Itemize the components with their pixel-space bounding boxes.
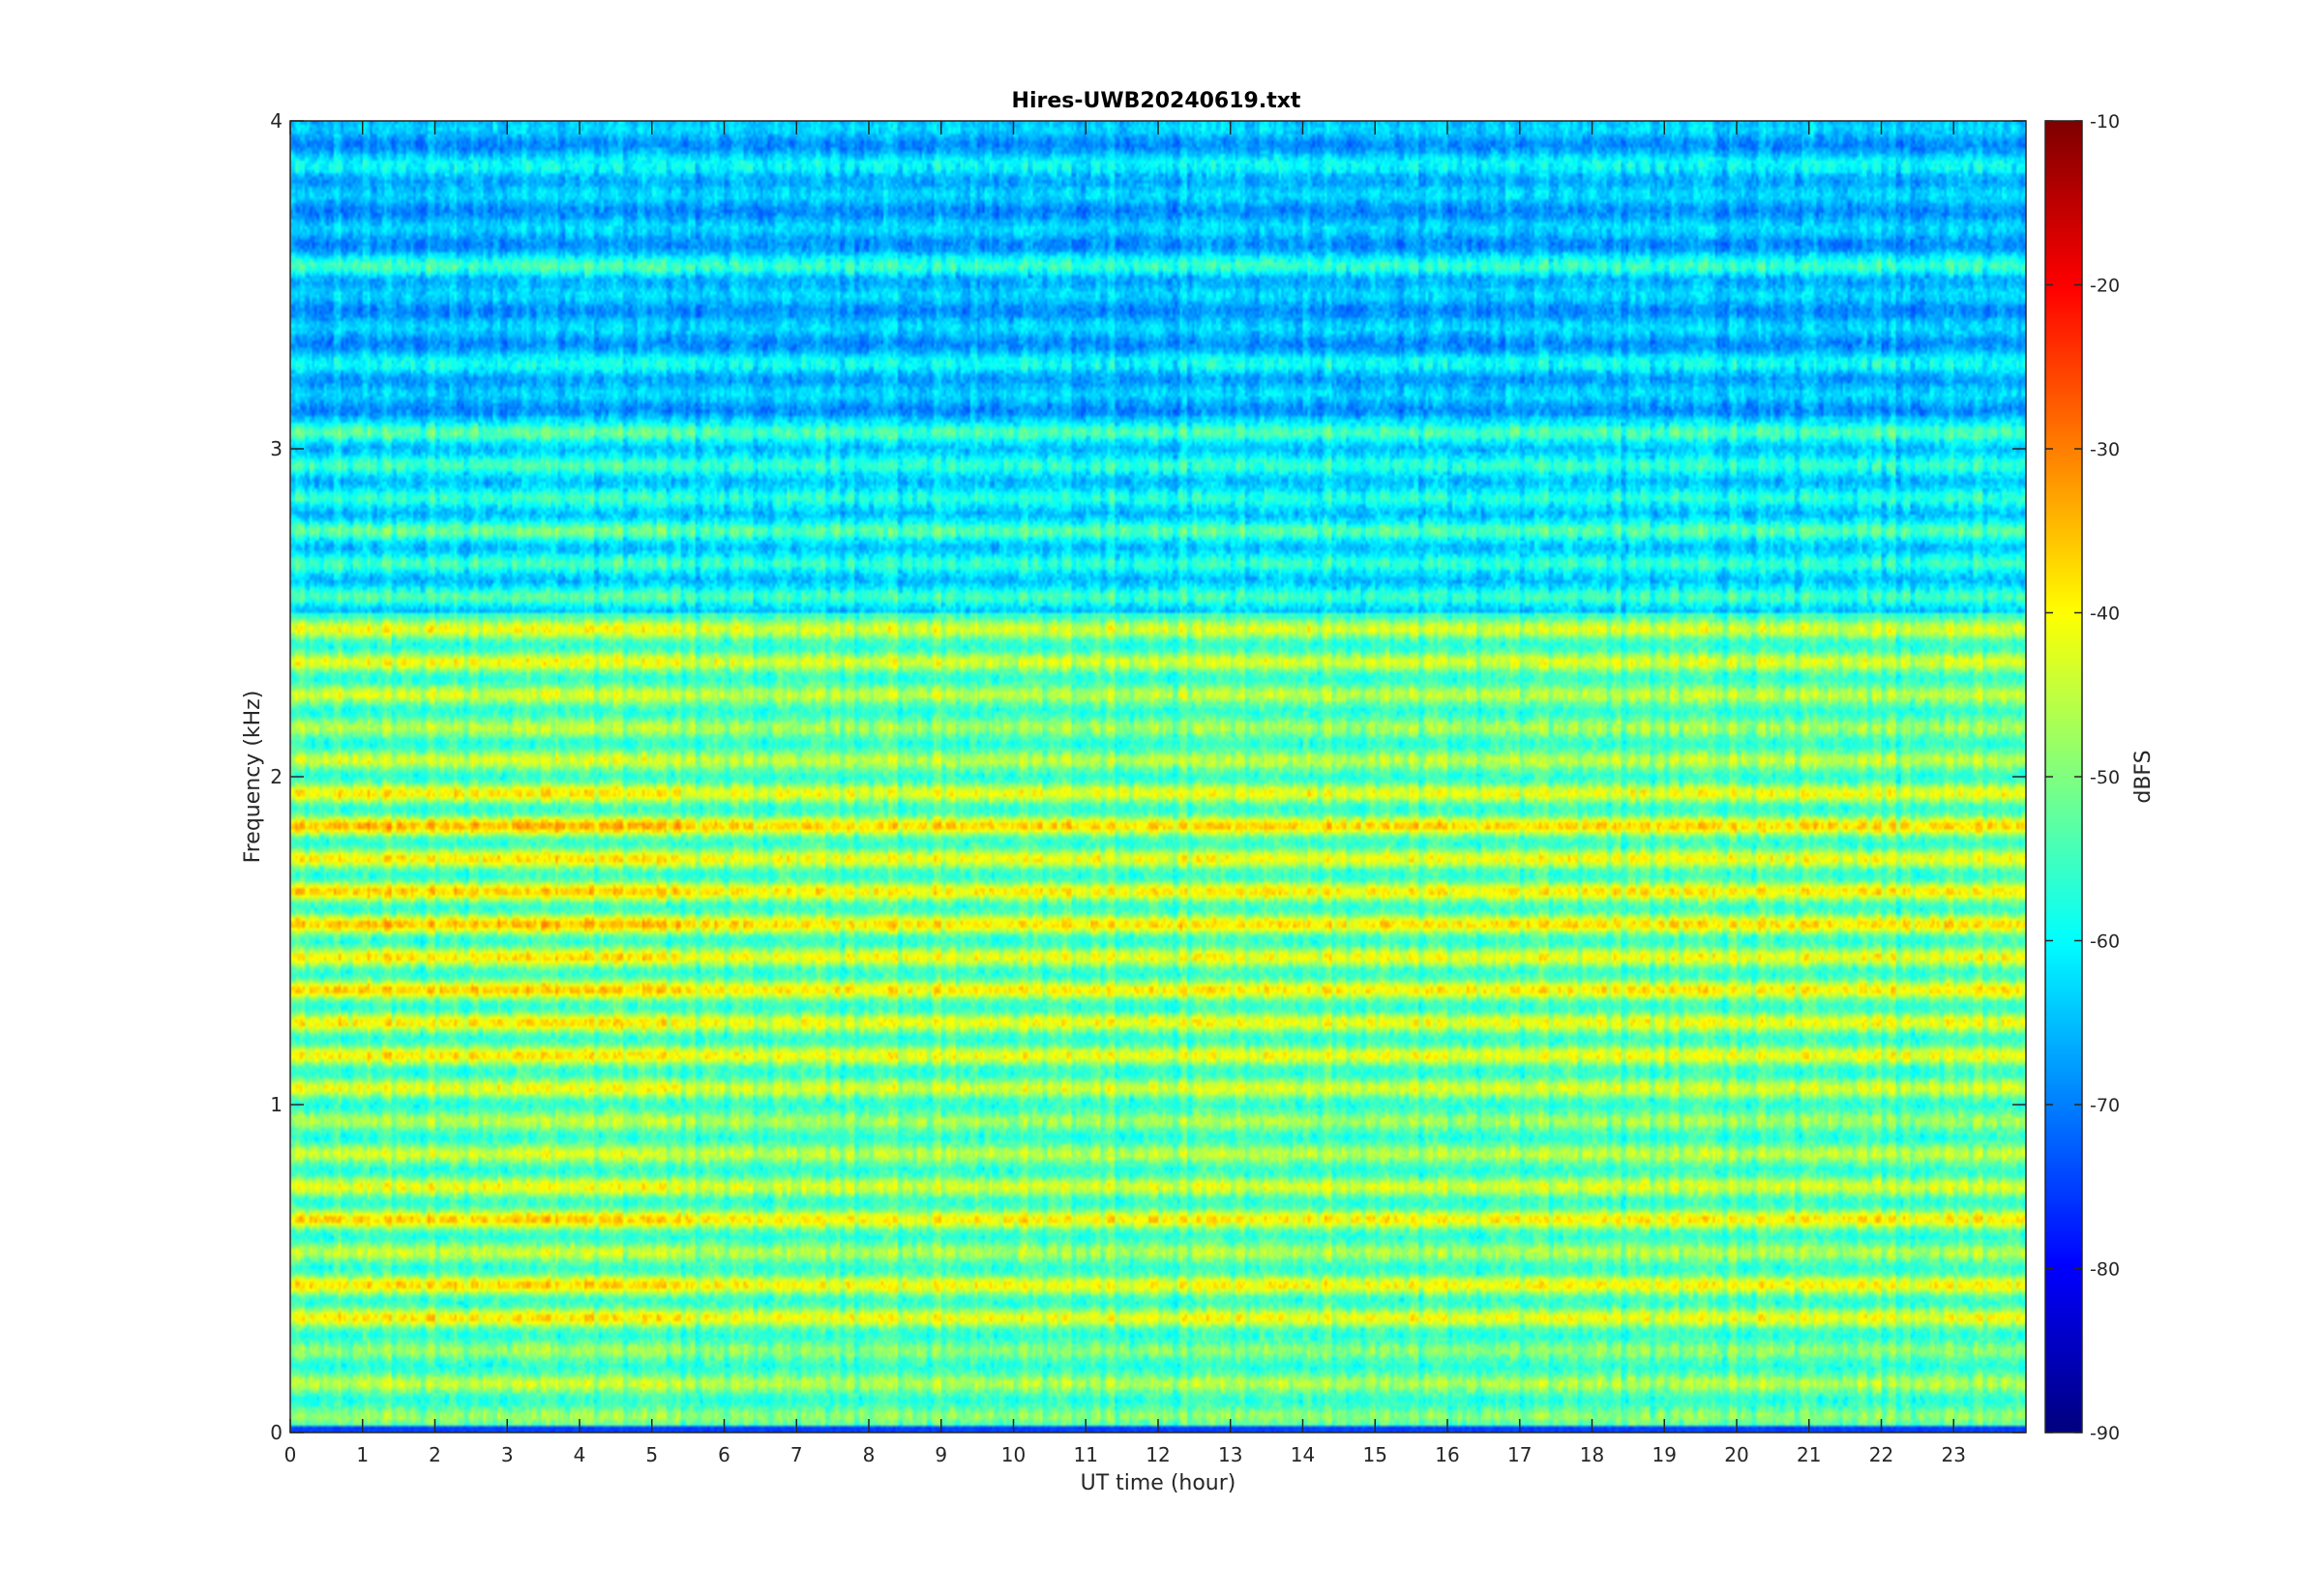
colorbar-label: dBFS: [2131, 750, 2156, 803]
colorbar-tick-label: -10: [2090, 111, 2120, 133]
y-tick-label: 1: [270, 1093, 283, 1116]
colorbar-tick-label: -50: [2090, 767, 2120, 788]
x-tick-label: 14: [1291, 1443, 1315, 1466]
x-tick-label: 1: [356, 1443, 369, 1466]
x-tick-label: 6: [718, 1443, 730, 1466]
colorbar-tick-label: -20: [2090, 276, 2120, 297]
colorbar-tick-label: -40: [2090, 604, 2120, 625]
x-tick-label: 2: [429, 1443, 441, 1466]
x-tick-label: 5: [645, 1443, 658, 1466]
y-tick-label: 0: [270, 1421, 283, 1444]
colorbar-tick-label: -60: [2090, 931, 2120, 953]
x-tick-label: 18: [1580, 1443, 1604, 1466]
colorbar-tick-label: -30: [2090, 439, 2120, 460]
chart-title: Hires-UWB20240619.txt: [1012, 89, 1301, 113]
x-axis: 0 1 2 3 4 5 6 7 8 9 10 11 12 13 14 15 16 17 18 19 20 21 22 23: [284, 121, 1966, 1466]
x-tick-label: 3: [501, 1443, 514, 1466]
x-tick-label: 23: [1942, 1443, 1966, 1466]
spectrogram-plot-area: [290, 121, 2026, 1433]
y-tick-label: 2: [270, 765, 283, 788]
x-tick-label: 8: [863, 1443, 876, 1466]
y-axis: 0 1 2 3 4: [270, 109, 2026, 1444]
colorbar-tick-label: -70: [2090, 1095, 2120, 1116]
x-tick-label: 11: [1074, 1443, 1098, 1466]
x-tick-label: 4: [574, 1443, 586, 1466]
y-tick-label: 3: [270, 437, 283, 460]
x-tick-label: 12: [1146, 1443, 1170, 1466]
x-tick-label: 13: [1218, 1443, 1242, 1466]
spectrogram-heatmap: [290, 121, 2026, 1433]
x-tick-label: 20: [1724, 1443, 1748, 1466]
colorbar-tick-label: -80: [2090, 1259, 2120, 1281]
x-tick-label: 19: [1652, 1443, 1677, 1466]
x-tick-label: 7: [790, 1443, 803, 1466]
x-tick-label: 10: [1001, 1443, 1026, 1466]
y-axis-label: Frequency (kHz): [241, 691, 265, 864]
colorbar-ticks: -10 -20 -30 -40 -50 -60 -70 -80 -90: [2045, 111, 2120, 1444]
x-tick-label: 17: [1507, 1443, 1532, 1466]
x-tick-label: 22: [1869, 1443, 1893, 1466]
colorbar: -10 -20 -30 -40 -50 -60 -70 -80 -90 dBFS: [2044, 111, 2156, 1444]
y-tick-label: 4: [270, 109, 283, 133]
x-tick-label: 9: [935, 1443, 947, 1466]
x-axis-label: UT time (hour): [1081, 1471, 1236, 1495]
x-tick-label: 0: [284, 1443, 297, 1466]
x-tick-label: 16: [1435, 1443, 1459, 1466]
x-tick-label: 21: [1797, 1443, 1821, 1466]
x-tick-label: 15: [1363, 1443, 1387, 1466]
colorbar-tick-label: -90: [2090, 1423, 2120, 1444]
